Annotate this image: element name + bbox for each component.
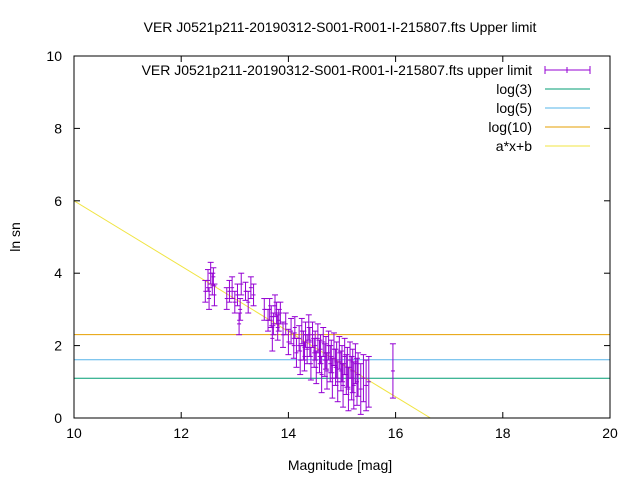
y-tick-label: 2 [54,338,62,354]
data-point [312,330,319,361]
data-point [363,359,370,412]
y-tick-label: 0 [54,410,62,426]
data-point [317,334,324,365]
data-point [309,321,316,348]
plot-border [73,55,611,419]
legend-label: log(10) [488,119,532,135]
data-point [236,312,243,336]
data-point [247,276,254,300]
data-point [333,341,340,379]
data-point [223,287,230,310]
data-point [288,317,295,345]
legend-label: log(5) [496,100,532,116]
x-tick-label: 20 [602,425,618,441]
data-point [211,283,218,307]
x-tick-label: 14 [281,425,297,441]
data-point [328,339,335,374]
data-point [296,325,303,352]
y-axis-label: ln sn [7,222,23,252]
y-tick-label: 8 [54,120,62,136]
data-point [237,298,244,321]
data-point [290,332,297,359]
data-point [210,267,217,287]
data-point [250,283,257,307]
legend-label: log(3) [496,81,532,97]
x-tick-label: 10 [66,425,82,441]
y-tick-label: 4 [54,265,62,281]
plot-area: 10 12 14 16 18 20 0 2 4 6 8 10 [46,48,618,441]
data-point [229,276,236,300]
x-tick-label: 16 [388,425,404,441]
fit-line [74,200,431,418]
legend-label: VER J0521p211-20190312-S001-R001-I-21580… [142,62,533,78]
y-tick-label: 6 [54,193,62,209]
chart-title: VER J0521p211-20190312-S001-R001-I-21580… [144,19,537,35]
data-point [306,327,313,357]
data-point [282,312,289,336]
x-tick-label: 12 [173,425,189,441]
data-point [357,363,364,415]
data-point [274,314,281,341]
data-point [355,352,362,397]
data-point [277,301,284,325]
y-tick-label: 10 [46,48,62,64]
data-point [301,341,308,372]
data-point [360,354,367,403]
legend: VER J0521p211-20190312-S001-R001-I-21580… [142,62,591,154]
data-point [293,337,300,368]
data-point [340,363,347,408]
data-point [269,325,276,352]
data-point [349,348,356,394]
data-point [389,343,396,399]
data-point [245,290,252,314]
data-point [206,287,213,310]
x-tick-label: 18 [495,425,511,441]
legend-label: a*x+b [496,138,532,154]
data-point [238,272,245,296]
data-point [365,355,372,408]
data-series [202,261,396,415]
data-point [285,328,292,356]
x-axis-label: Magnitude [mag] [288,457,392,473]
